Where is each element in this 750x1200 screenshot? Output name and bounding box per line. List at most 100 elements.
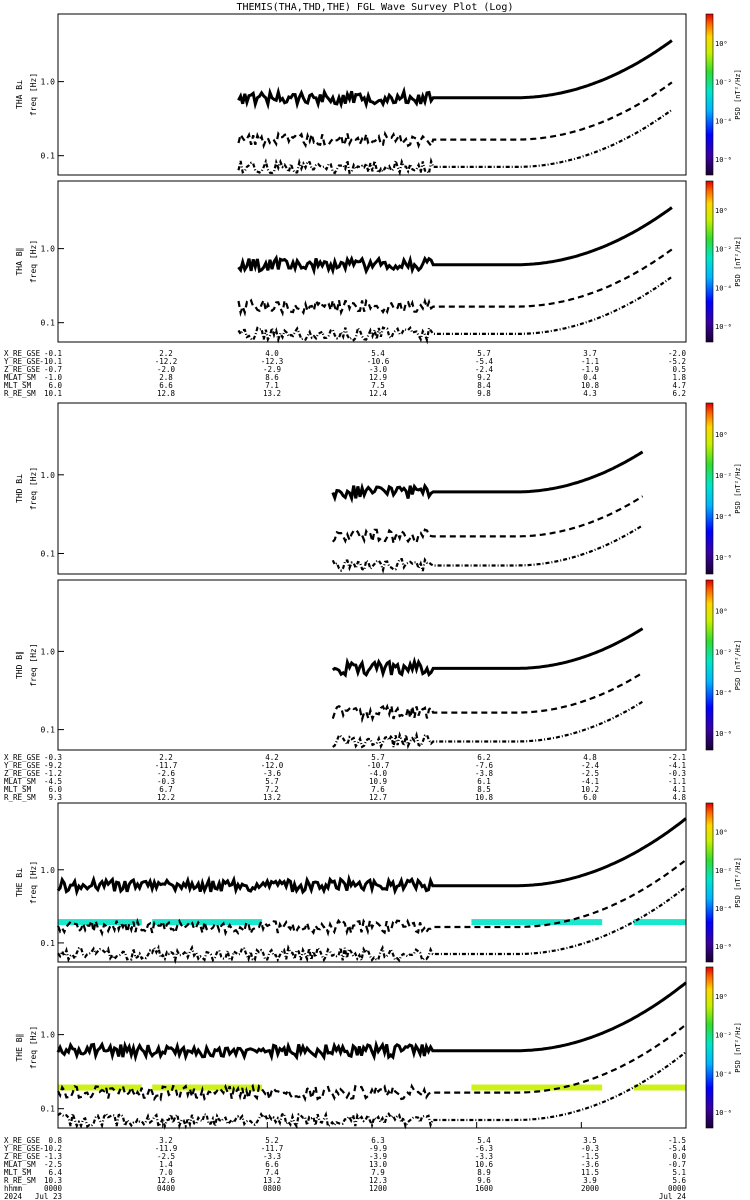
y-tick-label: 1.0 (41, 866, 56, 875)
y-axis-unit-label: freq [Hz] (29, 643, 38, 686)
start-date-label: Jul 23 (35, 1192, 62, 1200)
y-axis-label: THE B∥ (15, 1033, 24, 1061)
ephemeris-value: 12.3 (369, 1176, 387, 1185)
ephemeris-value: 9.8 (477, 389, 491, 398)
colorbar (705, 180, 714, 343)
ephemeris-value: 10.1 (44, 389, 62, 398)
ephemeris-value: -12.3 (261, 357, 284, 366)
ephemeris-block-tha: X_RE_GSE -0.1 2.2 4.0 5.4 5.7 3.7 -2.0Y_RE_GSE -… (4, 349, 686, 398)
ephemeris-row-label: MLT_SM (4, 1168, 32, 1177)
ephemeris-value: -3.6 (581, 1160, 600, 1169)
colorbar-tick-label: 10⁻⁴ (715, 117, 732, 125)
ephemeris-value: 9.2 (477, 373, 491, 382)
y-tick-label: 1.0 (41, 647, 56, 656)
ephemeris-value: 4.8 (583, 753, 597, 762)
ephemeris-value: -1.5 (581, 1152, 599, 1161)
spectrogram-cells (58, 1084, 686, 1091)
ephemeris-value: 4.1 (672, 785, 686, 794)
spectrogram-panel-the-bperp: THE B⊥ freq [Hz] 1.0 0.1 10⁰ 10⁻² 10⁻⁴ 10⁻⁶ PSD … (15, 802, 742, 965)
ephemeris-value: 8.4 (477, 381, 491, 390)
ephemeris-table: X_RE_GSE -0.1 2.2 4.0 5.4 5.7 3.7 -2.0Y_RE_GSE -… (4, 349, 686, 1185)
ephemeris-value: 7.4 (265, 1168, 279, 1177)
ephemeris-value: -5.4 (668, 1144, 687, 1153)
ephemeris-value: 7.0 (159, 1168, 173, 1177)
ephemeris-value: -3.3 (475, 1152, 493, 1161)
ephemeris-value: -2.5 (44, 1160, 62, 1169)
ephemeris-value: 0.0 (672, 1152, 686, 1161)
ephemeris-value: 7.9 (371, 1168, 385, 1177)
ephemeris-value: 6.6 (265, 1160, 279, 1169)
colorbar (705, 13, 714, 176)
ephemeris-value: 6.1 (477, 777, 491, 786)
ephemeris-row-label: R_RE_SM (4, 1176, 36, 1185)
ephemeris-value: -2.9 (263, 365, 281, 374)
colorbar-label: PSD [nT²/Hz] (734, 857, 742, 908)
ephemeris-value: 8.5 (477, 785, 491, 794)
ephemeris-value: -2.6 (157, 769, 176, 778)
ephemeris-row-label: R_RE_SM (4, 389, 36, 398)
ephemeris-value: -1.0 (44, 373, 63, 382)
year-label: 2024 (4, 1192, 23, 1200)
ephemeris-value: -12.0 (261, 761, 284, 770)
ephemeris-value: -1.1 (668, 777, 686, 786)
ephemeris-value: -5.4 (475, 357, 494, 366)
colorbar-label: PSD [nT²/Hz] (734, 69, 742, 120)
colorbar-tick-label: 10⁻⁶ (715, 323, 732, 331)
colorbar-tick-label: 10⁰ (715, 207, 728, 215)
y-axis-label: THA B∥ (15, 247, 24, 275)
colorbar (705, 802, 714, 963)
ephemeris-value: -1.9 (581, 365, 599, 374)
colorbar-tick-label: 10⁻² (715, 79, 732, 87)
ephemeris-value: 0.4 (583, 373, 597, 382)
ephemeris-value: -11.7 (155, 761, 178, 770)
y-tick-label: 0.1 (41, 939, 56, 948)
colorbar-tick-label: 10⁻⁴ (715, 284, 732, 292)
colorbar-tick-label: 10⁻² (715, 246, 732, 254)
colorbar-tick-label: 10⁻² (715, 867, 732, 875)
colorbar-tick-label: 10⁻⁴ (715, 513, 732, 521)
ephemeris-value: -4.0 (369, 769, 388, 778)
ephemeris-value: 3.9 (583, 1176, 597, 1185)
ephemeris-value: 13.0 (369, 1160, 388, 1169)
ephemeris-value: -0.7 (668, 1160, 686, 1169)
ephemeris-value: -2.0 (668, 349, 687, 358)
ephemeris-value: -0.7 (44, 365, 62, 374)
y-tick-label: 1.0 (41, 1031, 56, 1040)
colorbar-tick-label: 10⁻⁶ (715, 730, 732, 738)
y-tick-label: 0.1 (41, 319, 56, 328)
y-axis-label: THE B⊥ (15, 868, 24, 897)
panel-frame (57, 402, 687, 575)
ephemeris-value: -11.9 (155, 1144, 178, 1153)
ephemeris-value: 2.2 (159, 753, 173, 762)
ephemeris-value: -3.6 (263, 769, 282, 778)
ephemeris-row-label: MLAT_SM (4, 373, 36, 382)
ephemeris-value: -0.3 (157, 777, 175, 786)
frequency-traces (237, 39, 673, 177)
colorbar-tick-label: 10⁰ (715, 829, 728, 837)
ephemeris-value: 12.8 (157, 389, 176, 398)
ephemeris-value: 6.2 (672, 389, 686, 398)
plot-area (58, 181, 686, 342)
ephemeris-value: 10.8 (475, 793, 494, 802)
ephemeris-value: 6.6 (159, 381, 173, 390)
plot-area (58, 803, 686, 962)
colorbar-label: PSD [nT²/Hz] (734, 640, 742, 691)
ephemeris-value: -3.3 (263, 1152, 281, 1161)
ephemeris-value: 8.9 (477, 1168, 491, 1177)
y-tick-label: 0.1 (41, 726, 56, 735)
colorbar-label: PSD [nT²/Hz] (734, 236, 742, 287)
ephemeris-value: 5.7 (477, 349, 491, 358)
y-axis-label: THD B⊥ (15, 474, 24, 503)
ephemeris-value: 5.2 (265, 1136, 279, 1145)
time-tick-label: 1600 (475, 1184, 494, 1193)
ephemeris-value: 1.4 (159, 1160, 173, 1169)
spectrogram-panel-tha-bperp: THA B⊥ freq [Hz] 1.0 0.1 10⁰ 10⁻² 10⁻⁴ 10⁻⁶ PSD … (15, 13, 742, 177)
panel-frame (57, 579, 687, 751)
ephemeris-value: 10.9 (369, 777, 387, 786)
ephemeris-row-label: MLT_SM (4, 381, 32, 390)
ephemeris-value: -9.9 (369, 1144, 387, 1153)
ephemeris-value: 6.0 (48, 381, 62, 390)
time-tick-label: 2000 (581, 1184, 600, 1193)
ephemeris-row-label: X_RE_GSE (4, 753, 41, 762)
